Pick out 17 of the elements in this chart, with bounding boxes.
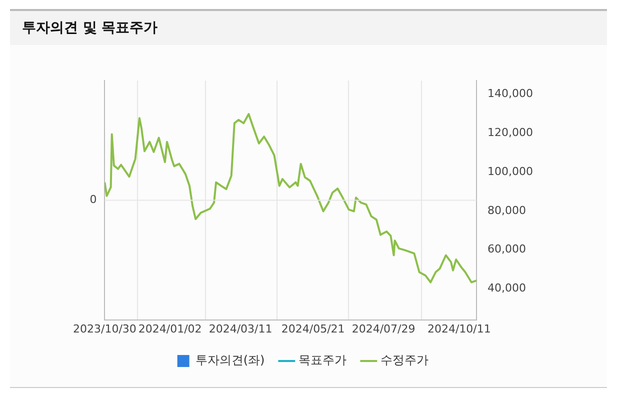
- legend-label: 수정주가: [380, 353, 429, 368]
- x-tick-label: 2023/10/30: [72, 322, 136, 336]
- x-tick-label: 2024/05/21: [281, 322, 345, 336]
- y2-tick-label: 120,000: [488, 126, 534, 139]
- y2-tick-label: 100,000: [488, 164, 534, 178]
- y2-tick-label: 140,000: [488, 87, 534, 100]
- legend-label: 목표주가: [298, 353, 347, 368]
- x-tick-label: 2024/07/29: [352, 322, 416, 336]
- y2-tick-label: 40,000: [488, 282, 526, 295]
- text: 0: [90, 193, 97, 206]
- y2-tick-label: 60,000: [488, 242, 526, 256]
- chart-title: 투자의견 및 목표주가: [10, 11, 607, 45]
- legend-label: 투자의견(좌): [195, 353, 265, 368]
- x-tick-label: 2024/10/11: [427, 322, 491, 336]
- x-tick-label: 2024/01/02: [138, 322, 202, 336]
- y2-tick-label: 80,000: [488, 204, 526, 217]
- x-tick-label: 2024/03/11: [208, 322, 272, 336]
